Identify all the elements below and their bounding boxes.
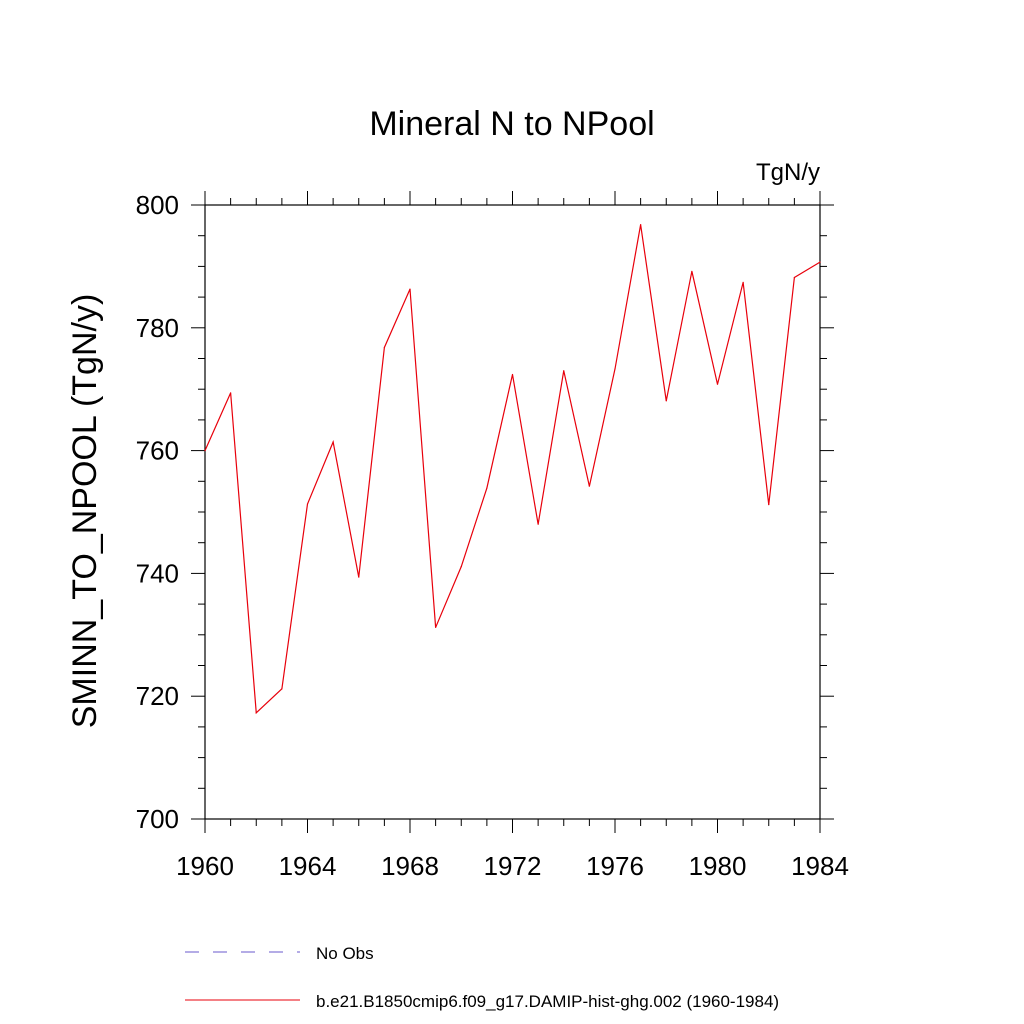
axis-ticks: [191, 191, 834, 833]
data-point: [383, 346, 385, 349]
x-tick-label: 1964: [279, 851, 337, 881]
data-point: [640, 224, 642, 226]
x-tick-label: 1968: [381, 851, 439, 881]
data-point: [819, 261, 821, 263]
tick-labels: 1960 1964 1968 1972 1976 1980 1984 700 720 740 760…: [136, 190, 849, 881]
data-point: [332, 441, 334, 443]
y-tick-label: 780: [136, 313, 179, 343]
data-point: [230, 392, 232, 394]
data-point: [768, 504, 770, 506]
data-point: [691, 270, 693, 272]
legend-label: b.e21.B1850cmip6.f09_g17.DAMIP-hist-ghg.…: [316, 992, 779, 1011]
plot-frame: [204, 204, 821, 820]
data-point: [511, 373, 514, 376]
data-point: [435, 626, 437, 629]
data-point: [409, 288, 411, 290]
data-point: [588, 485, 590, 487]
series-line: [204, 224, 821, 715]
x-tick-label: 1960: [176, 851, 234, 881]
data-point: [742, 281, 744, 283]
data-point: [281, 688, 283, 690]
data-point: [358, 576, 360, 578]
x-tick-label: 1984: [791, 851, 849, 881]
y-tick-label: 740: [136, 558, 179, 588]
y-tick-label: 700: [136, 804, 179, 834]
data-point: [614, 368, 616, 370]
series-layer: [204, 224, 821, 715]
units-label: TgN/y: [756, 159, 820, 186]
data-point: [460, 566, 462, 568]
data-point: [306, 503, 309, 505]
data-point: [665, 400, 667, 402]
x-tick-label: 1980: [689, 851, 747, 881]
data-point: [793, 276, 795, 279]
data-point: [716, 383, 719, 385]
x-tick-label: 1976: [586, 851, 644, 881]
data-point: [486, 487, 488, 489]
y-tick-label: 800: [136, 190, 179, 220]
legend-label: No Obs: [316, 944, 374, 963]
data-point: [537, 523, 539, 525]
data-point: [204, 450, 206, 452]
y-axis-label: SMINN_TO_NPOOL (TgN/y): [66, 294, 104, 729]
chart-title: Mineral N to NPool: [369, 105, 654, 143]
y-tick-label: 760: [136, 436, 179, 466]
x-tick-label: 1972: [484, 851, 542, 881]
legend: No Obs b.e21.B1850cmip6.f09_g17.DAMIP-his…: [185, 944, 779, 1011]
data-point: [255, 712, 257, 714]
y-tick-label: 720: [136, 681, 179, 711]
data-point: [563, 370, 565, 372]
